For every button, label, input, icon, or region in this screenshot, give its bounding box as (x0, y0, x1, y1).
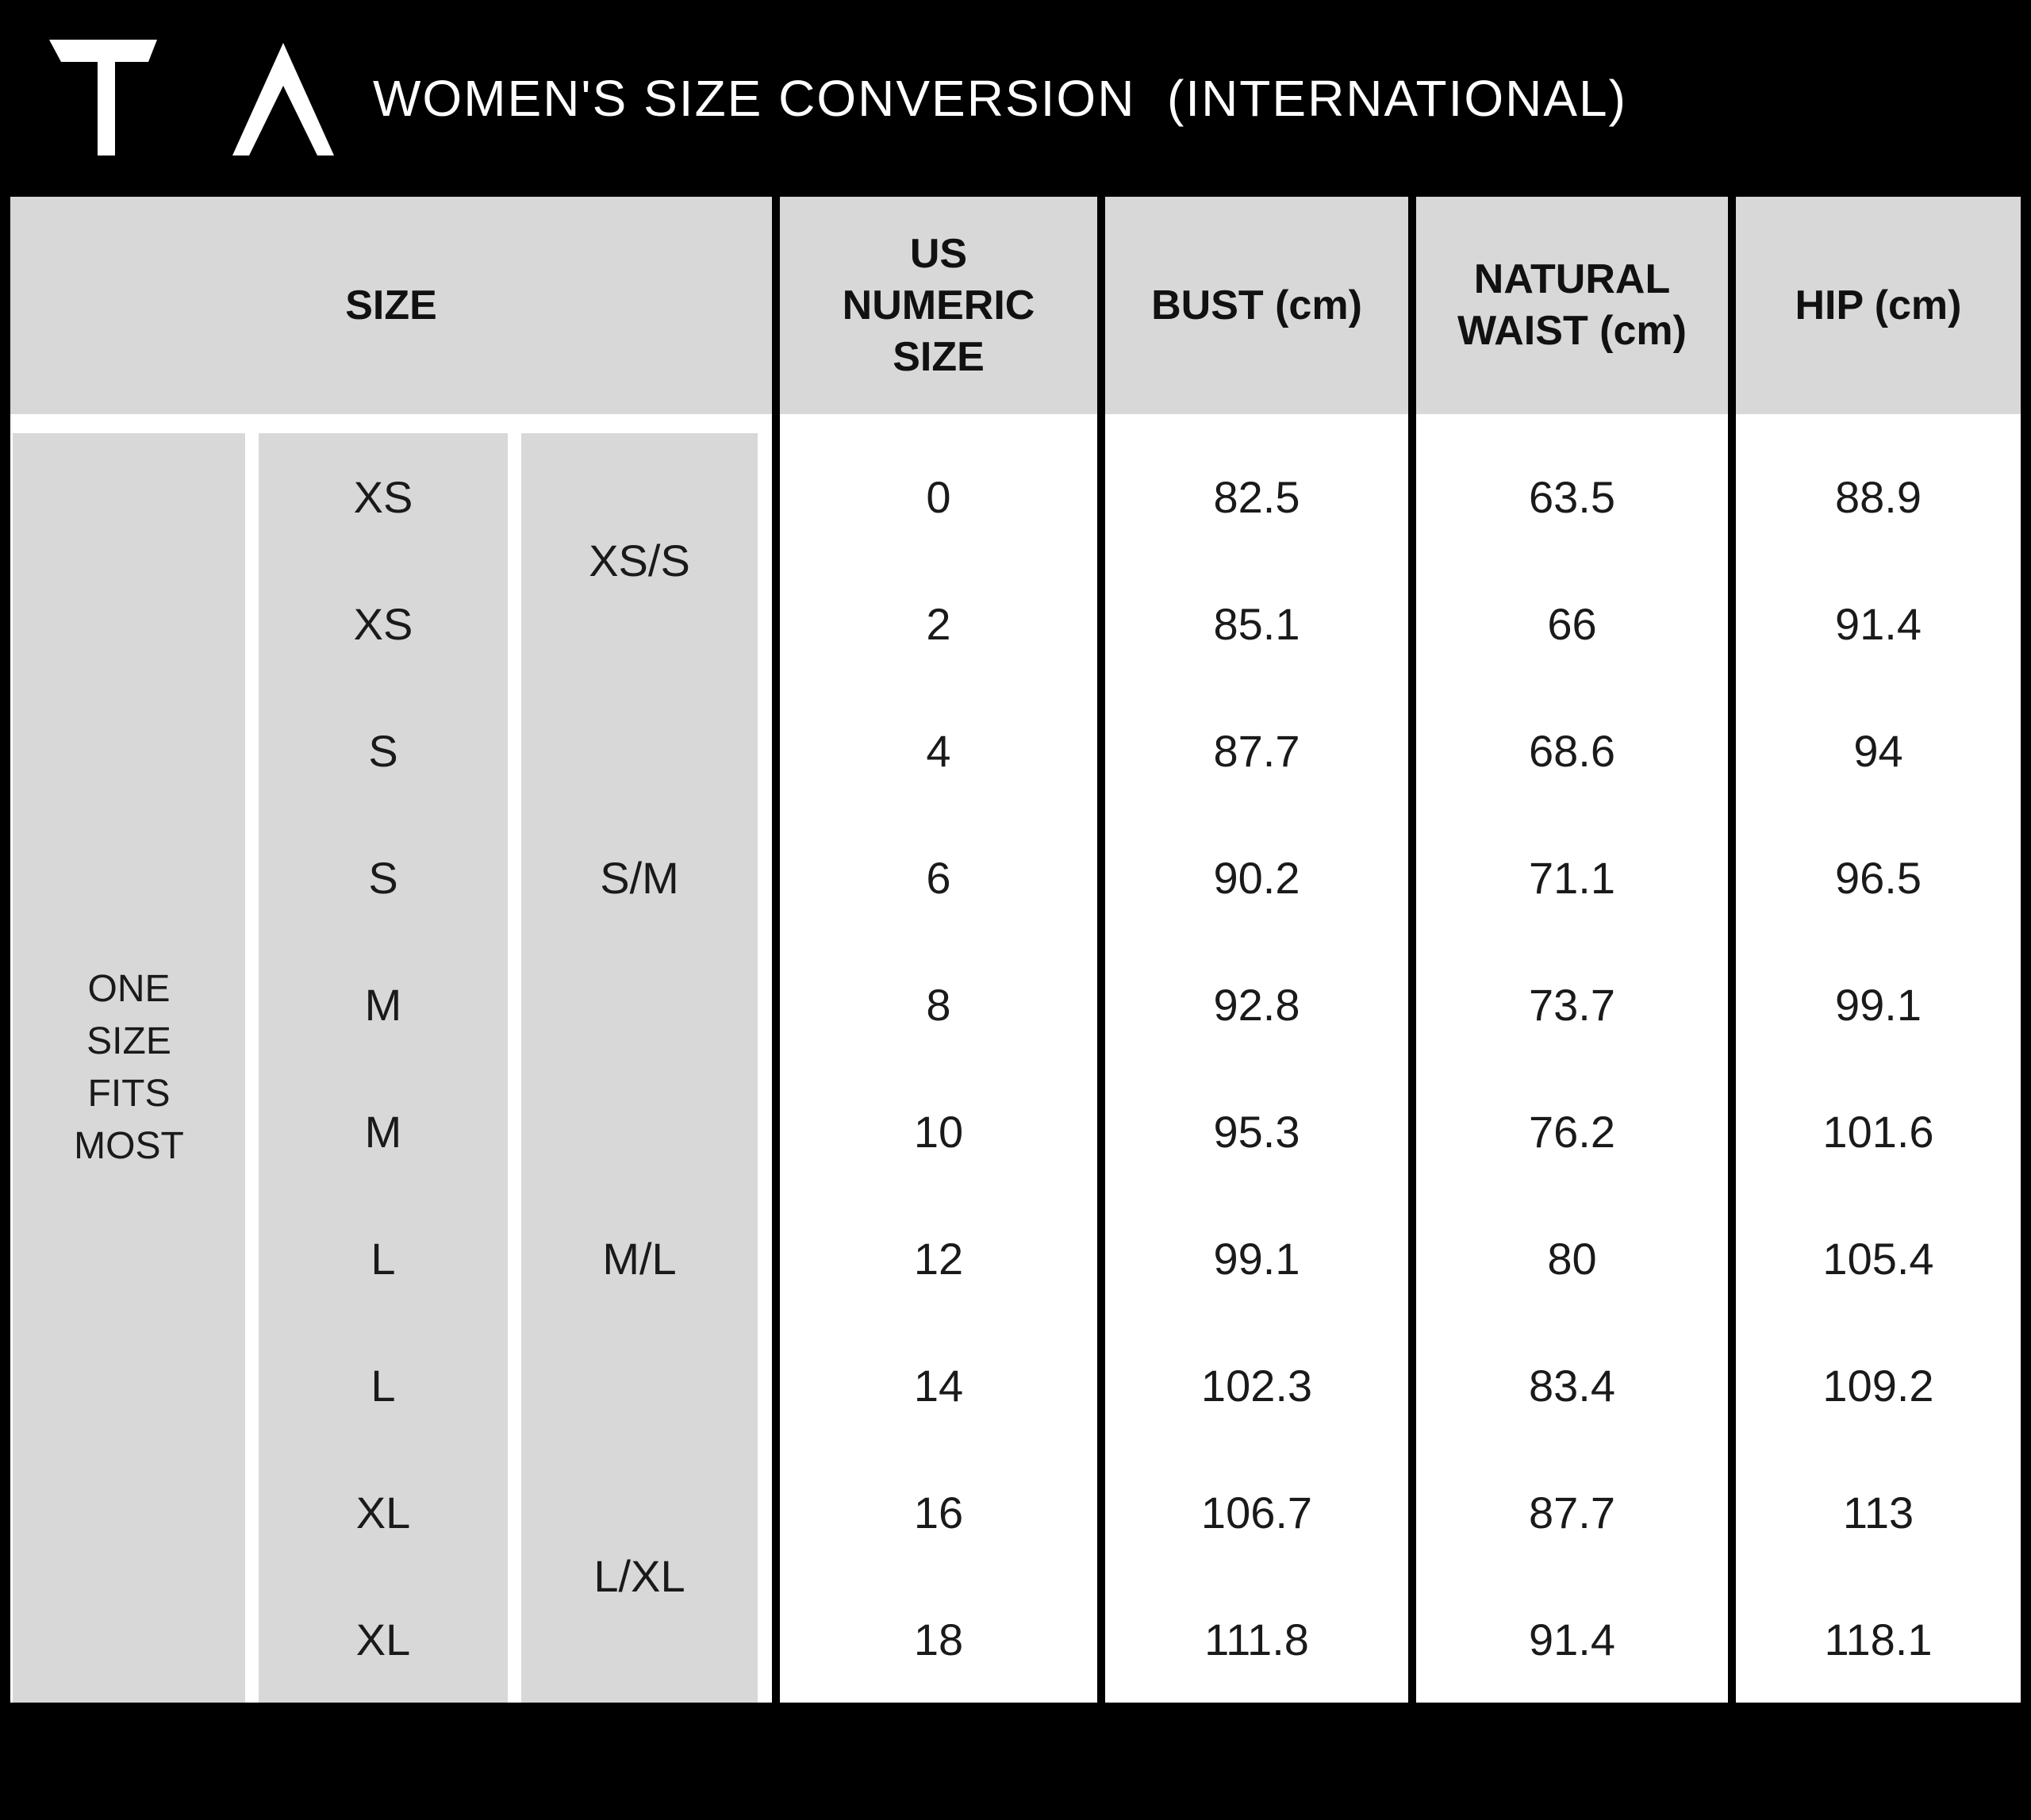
one-size-line: MOST (74, 1125, 184, 1167)
size-letter-cell: M (364, 979, 402, 1030)
bust-cell: 87.7 (1213, 725, 1300, 776)
natural-waist-cell: 63.5 (1529, 471, 1615, 522)
col-header-natural-waist: NATURAL WAIST (cm) (1416, 197, 1728, 414)
one-size-line: SIZE (86, 1020, 171, 1062)
size-letter-cell: S (368, 852, 398, 903)
size-letter-column: XS XS S S M M L L XL XL (259, 433, 508, 1703)
size-letter-cell: L (370, 1360, 396, 1411)
one-size-column: ONE SIZE FITS MOST (13, 433, 245, 1703)
hip-cell: 94 (1853, 725, 1903, 776)
bust-cell: 82.5 (1213, 471, 1300, 522)
ta-monogram-logo (49, 40, 334, 156)
hip-cell: 105.4 (1822, 1233, 1934, 1284)
bust-cell: 85.1 (1213, 598, 1300, 649)
one-size-line: ONE (87, 968, 171, 1010)
size-letter-cell: XL (355, 1487, 411, 1538)
bust-cell: 90.2 (1213, 852, 1300, 903)
us-numeric-cell: 6 (926, 852, 951, 903)
combined-size-cell: L/XL (593, 1550, 685, 1601)
column-divider (772, 197, 780, 1703)
us-numeric-cell: 0 (926, 471, 951, 522)
hip-cell: 118.1 (1824, 1614, 1933, 1664)
hip-cell: 96.5 (1835, 852, 1922, 903)
conversion-table: SIZE US NUMERIC SIZE BUST (cm) NATURAL W… (10, 197, 2021, 1703)
size-letter-cell: M (364, 1106, 402, 1157)
natural-waist-cell: 66 (1547, 598, 1597, 649)
column-divider (1728, 197, 1736, 1703)
col-header-us-numeric: US NUMERIC SIZE (780, 197, 1097, 414)
col-header-size: SIZE (10, 197, 772, 414)
bust-column: 82.5 85.1 87.7 90.2 92.8 95.3 99.1 102.3 106.7 11… (1105, 433, 1408, 1703)
size-letter-cell: XS (353, 471, 413, 522)
natural-waist-cell: 83.4 (1529, 1360, 1615, 1411)
size-letter-cell: S (368, 725, 398, 776)
hip-cell: 99.1 (1835, 979, 1922, 1030)
bust-cell: 102.3 (1200, 1360, 1313, 1411)
us-numeric-column: 0 2 4 6 8 10 12 14 16 18 (780, 433, 1097, 1703)
bust-cell: 95.3 (1213, 1106, 1300, 1157)
combined-size-cell: XS/S (589, 535, 690, 586)
us-numeric-cell: 4 (926, 725, 951, 776)
hip-cell: 91.4 (1835, 598, 1922, 649)
col-header-hip: HIP (cm) (1736, 197, 2021, 414)
natural-waist-cell: 73.7 (1529, 979, 1615, 1030)
natural-waist-cell: 80 (1547, 1233, 1597, 1284)
size-letter-cell: XL (355, 1614, 411, 1664)
size-letter-cell: XS (353, 598, 413, 649)
natural-waist-cell: 71.1 (1529, 852, 1615, 903)
combined-size-cell: S/M (600, 852, 679, 903)
natural-waist-cell: 76.2 (1529, 1106, 1615, 1157)
us-numeric-cell: 14 (913, 1360, 964, 1411)
bust-cell: 92.8 (1213, 979, 1300, 1030)
natural-waist-cell: 91.4 (1529, 1614, 1615, 1664)
one-size-fits-most-cell: ONE SIZE FITS MOST (74, 963, 184, 1173)
us-numeric-cell: 12 (913, 1233, 964, 1284)
us-numeric-cell: 8 (926, 979, 951, 1030)
column-divider (1097, 197, 1105, 1703)
combined-size-column: XS/S S/M M/L L/XL (521, 433, 758, 1703)
hip-cell: 88.9 (1835, 471, 1922, 522)
top-banner: WOMEN'S SIZE CONVERSION (INTERNATIONAL) (0, 0, 2031, 197)
col-header-bust: BUST (cm) (1105, 197, 1408, 414)
hip-cell: 113 (1842, 1487, 1914, 1538)
natural-waist-cell: 68.6 (1529, 725, 1615, 776)
hip-cell: 101.6 (1822, 1106, 1934, 1157)
combined-size-cell: M/L (602, 1233, 677, 1284)
page-title: WOMEN'S SIZE CONVERSION (INTERNATIONAL) (373, 70, 1627, 127)
bust-cell: 106.7 (1200, 1487, 1313, 1538)
column-divider (1408, 197, 1416, 1703)
bust-cell: 99.1 (1213, 1233, 1300, 1284)
hip-column: 88.9 91.4 94 96.5 99.1 101.6 105.4 109.2 113 118.… (1736, 433, 2021, 1703)
us-numeric-cell: 2 (926, 598, 951, 649)
us-numeric-cell: 18 (913, 1614, 964, 1664)
waist-column: 63.5 66 68.6 71.1 73.7 76.2 80 83.4 87.7 91.4 (1416, 433, 1728, 1703)
hip-cell: 109.2 (1822, 1360, 1934, 1411)
us-numeric-cell: 10 (913, 1106, 964, 1157)
size-letter-cell: L (370, 1233, 396, 1284)
natural-waist-cell: 87.7 (1529, 1487, 1615, 1538)
us-numeric-cell: 16 (913, 1487, 964, 1538)
one-size-line: FITS (87, 1073, 171, 1115)
bust-cell: 111.8 (1204, 1614, 1309, 1664)
